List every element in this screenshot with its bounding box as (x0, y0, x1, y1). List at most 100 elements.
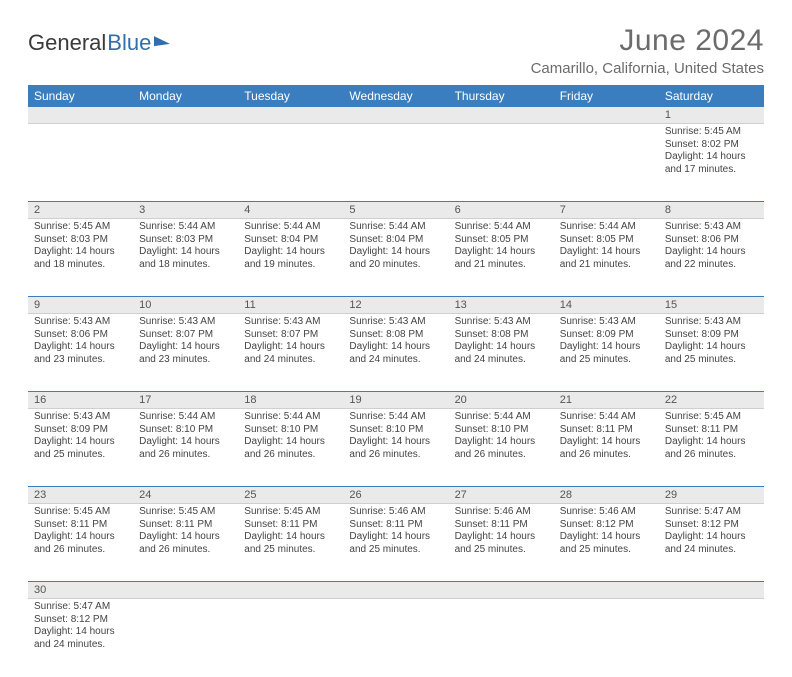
day-number-cell (343, 582, 448, 599)
daylight-line: Daylight: 14 hours and 18 minutes. (139, 246, 232, 271)
day-content-cell: Sunrise: 5:43 AMSunset: 8:08 PMDaylight:… (343, 314, 448, 392)
sunrise-line: Sunrise: 5:44 AM (244, 411, 337, 424)
day-number-cell (449, 107, 554, 124)
sunset-line: Sunset: 8:05 PM (560, 234, 653, 247)
sunset-line: Sunset: 8:09 PM (34, 424, 127, 437)
daylight-line: Daylight: 14 hours and 21 minutes. (560, 246, 653, 271)
day-number-cell (659, 582, 764, 599)
weekday-header: Sunday (28, 85, 133, 107)
day-number-cell: 1 (659, 107, 764, 124)
sunrise-line: Sunrise: 5:44 AM (139, 221, 232, 234)
daylight-line: Daylight: 14 hours and 24 minutes. (34, 626, 127, 651)
sunset-line: Sunset: 8:11 PM (665, 424, 758, 437)
sunrise-line: Sunrise: 5:46 AM (455, 506, 548, 519)
daylight-line: Daylight: 14 hours and 25 minutes. (34, 436, 127, 461)
day-number-cell: 12 (343, 297, 448, 314)
day-content-cell: Sunrise: 5:44 AMSunset: 8:10 PMDaylight:… (238, 409, 343, 487)
sunrise-line: Sunrise: 5:45 AM (34, 221, 127, 234)
day-number-cell (238, 107, 343, 124)
day-content-cell: Sunrise: 5:46 AMSunset: 8:12 PMDaylight:… (554, 504, 659, 582)
day-number-cell: 18 (238, 392, 343, 409)
daylight-line: Daylight: 14 hours and 24 minutes. (244, 341, 337, 366)
day-number-cell (133, 582, 238, 599)
day-number-cell (238, 582, 343, 599)
day-content-cell: Sunrise: 5:44 AMSunset: 8:03 PMDaylight:… (133, 219, 238, 297)
sunrise-line: Sunrise: 5:43 AM (665, 316, 758, 329)
day-number-cell (28, 107, 133, 124)
day-content-cell (28, 124, 133, 202)
day-number-cell: 27 (449, 487, 554, 504)
weekday-header: Thursday (449, 85, 554, 107)
day-content-cell: Sunrise: 5:46 AMSunset: 8:11 PMDaylight:… (449, 504, 554, 582)
sunset-line: Sunset: 8:06 PM (34, 329, 127, 342)
daylight-line: Daylight: 14 hours and 25 minutes. (349, 531, 442, 556)
daylight-line: Daylight: 14 hours and 25 minutes. (665, 341, 758, 366)
day-number-cell (343, 107, 448, 124)
sunrise-line: Sunrise: 5:43 AM (349, 316, 442, 329)
day-number-cell: 22 (659, 392, 764, 409)
daylight-line: Daylight: 14 hours and 17 minutes. (665, 151, 758, 176)
daylight-line: Daylight: 14 hours and 24 minutes. (665, 531, 758, 556)
sunset-line: Sunset: 8:11 PM (560, 424, 653, 437)
day-content-cell: Sunrise: 5:43 AMSunset: 8:06 PMDaylight:… (28, 314, 133, 392)
daylight-line: Daylight: 14 hours and 26 minutes. (34, 531, 127, 556)
day-number-cell: 16 (28, 392, 133, 409)
day-content-cell (343, 124, 448, 202)
day-content-cell: Sunrise: 5:46 AMSunset: 8:11 PMDaylight:… (343, 504, 448, 582)
sunset-line: Sunset: 8:09 PM (560, 329, 653, 342)
sunset-line: Sunset: 8:07 PM (139, 329, 232, 342)
daylight-line: Daylight: 14 hours and 26 minutes. (139, 436, 232, 461)
sunrise-line: Sunrise: 5:45 AM (139, 506, 232, 519)
sunset-line: Sunset: 8:12 PM (560, 519, 653, 532)
sunset-line: Sunset: 8:11 PM (455, 519, 548, 532)
sunrise-line: Sunrise: 5:44 AM (139, 411, 232, 424)
daylight-line: Daylight: 14 hours and 24 minutes. (455, 341, 548, 366)
brand-logo: GeneralBlue (28, 30, 170, 56)
sunrise-line: Sunrise: 5:44 AM (455, 411, 548, 424)
day-number-cell: 25 (238, 487, 343, 504)
day-content-cell: Sunrise: 5:44 AMSunset: 8:05 PMDaylight:… (554, 219, 659, 297)
daylight-line: Daylight: 14 hours and 26 minutes. (560, 436, 653, 461)
sunset-line: Sunset: 8:10 PM (349, 424, 442, 437)
sunset-line: Sunset: 8:10 PM (455, 424, 548, 437)
daylight-line: Daylight: 14 hours and 20 minutes. (349, 246, 442, 271)
day-content-cell (554, 124, 659, 202)
daylight-line: Daylight: 14 hours and 26 minutes. (139, 531, 232, 556)
sunrise-line: Sunrise: 5:46 AM (349, 506, 442, 519)
sunrise-line: Sunrise: 5:45 AM (665, 126, 758, 139)
sunset-line: Sunset: 8:12 PM (34, 614, 127, 627)
day-content-cell (238, 599, 343, 677)
daylight-line: Daylight: 14 hours and 26 minutes. (455, 436, 548, 461)
day-number-cell: 29 (659, 487, 764, 504)
sunset-line: Sunset: 8:08 PM (349, 329, 442, 342)
day-content-cell: Sunrise: 5:45 AMSunset: 8:02 PMDaylight:… (659, 124, 764, 202)
day-number-cell: 2 (28, 202, 133, 219)
day-content-cell: Sunrise: 5:45 AMSunset: 8:11 PMDaylight:… (238, 504, 343, 582)
day-number-cell: 7 (554, 202, 659, 219)
sunset-line: Sunset: 8:02 PM (665, 139, 758, 152)
daylight-line: Daylight: 14 hours and 25 minutes. (560, 531, 653, 556)
day-content-cell: Sunrise: 5:44 AMSunset: 8:04 PMDaylight:… (343, 219, 448, 297)
day-number-cell: 28 (554, 487, 659, 504)
day-content-cell: Sunrise: 5:43 AMSunset: 8:06 PMDaylight:… (659, 219, 764, 297)
daylight-line: Daylight: 14 hours and 22 minutes. (665, 246, 758, 271)
sunset-line: Sunset: 8:04 PM (244, 234, 337, 247)
daylight-line: Daylight: 14 hours and 25 minutes. (455, 531, 548, 556)
sunrise-line: Sunrise: 5:45 AM (665, 411, 758, 424)
sunset-line: Sunset: 8:11 PM (349, 519, 442, 532)
day-number-cell: 17 (133, 392, 238, 409)
brand-part2: Blue (107, 30, 151, 56)
day-number-cell: 26 (343, 487, 448, 504)
sunset-line: Sunset: 8:11 PM (34, 519, 127, 532)
day-number-cell: 24 (133, 487, 238, 504)
day-number-cell: 6 (449, 202, 554, 219)
day-number-cell: 19 (343, 392, 448, 409)
day-number-cell: 3 (133, 202, 238, 219)
daylight-line: Daylight: 14 hours and 21 minutes. (455, 246, 548, 271)
day-content-cell: Sunrise: 5:44 AMSunset: 8:11 PMDaylight:… (554, 409, 659, 487)
sunset-line: Sunset: 8:07 PM (244, 329, 337, 342)
location-text: Camarillo, California, United States (531, 60, 764, 77)
day-number-cell (133, 107, 238, 124)
sunrise-line: Sunrise: 5:44 AM (455, 221, 548, 234)
calendar-table: SundayMondayTuesdayWednesdayThursdayFrid… (28, 85, 764, 677)
